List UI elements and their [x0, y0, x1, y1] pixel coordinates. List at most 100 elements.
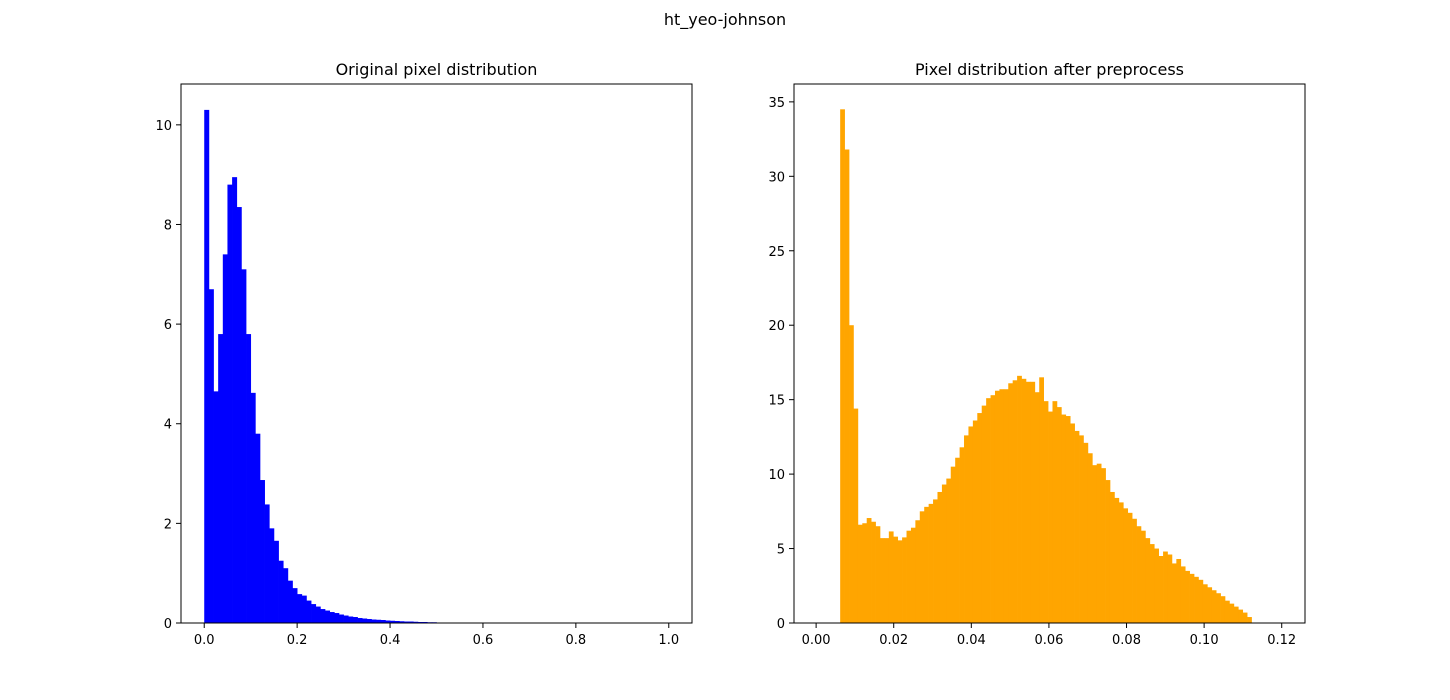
histogram-bar: [968, 426, 974, 623]
histogram-bar: [366, 619, 372, 623]
axes-title: Original pixel distribution: [336, 60, 538, 79]
y-tick-label: 20: [768, 319, 785, 334]
histogram-bar: [915, 520, 921, 623]
histogram-bar: [348, 616, 354, 623]
histogram-bar: [1123, 508, 1129, 623]
histogram-bar: [222, 254, 228, 623]
histogram-bar: [933, 499, 938, 623]
histogram-bar: [227, 184, 233, 623]
histogram-original: 0.0 0.2 0.4 0.6 0.8 1.0 0 2 4 6 8 10 Original pixel …: [155, 60, 693, 648]
histogram-bar: [866, 518, 872, 623]
histogram-bar: [1052, 401, 1058, 623]
histogram-bar: [1092, 465, 1098, 623]
histogram-bar: [1021, 378, 1027, 623]
histogram-bar: [1114, 497, 1120, 623]
histogram-bar: [1034, 392, 1040, 623]
histogram-bar: [1025, 381, 1031, 623]
histogram-bar: [403, 621, 409, 623]
histogram-bar: [1043, 401, 1049, 623]
histogram-bar: [946, 478, 952, 623]
histogram-bar: [893, 536, 899, 623]
histogram-bar: [1096, 463, 1102, 623]
histogram-bar: [278, 560, 284, 623]
histogram-bar: [1140, 530, 1146, 623]
histogram-bar: [1079, 435, 1084, 623]
histogram-bar: [1242, 612, 1248, 623]
histogram-bar: [853, 408, 859, 623]
histogram-bar: [857, 524, 863, 623]
histogram-bar: [338, 614, 344, 623]
histogram-bar: [906, 530, 912, 623]
histogram-bar: [287, 580, 293, 623]
x-tick-label: 0.4: [380, 633, 401, 648]
histogram-bar: [273, 540, 279, 623]
histogram-bar: [986, 398, 991, 623]
histogram-bar: [297, 594, 303, 623]
histogram-bar: [1167, 554, 1173, 623]
histogram-bar: [204, 109, 210, 623]
histogram-bar: [1003, 389, 1009, 623]
y-tick-label: 4: [164, 418, 172, 433]
x-tick-label: 0.0: [194, 633, 215, 648]
histogram-bar: [236, 207, 242, 624]
y-tick-label: 10: [768, 468, 785, 483]
histogram-bar: [972, 420, 978, 623]
histogram-bar: [241, 269, 247, 623]
histogram-bar: [981, 405, 987, 623]
histogram-bar: [977, 413, 983, 623]
histogram-bar: [990, 395, 996, 623]
x-tick-label: 0.00: [802, 633, 831, 648]
histogram-bar: [1070, 423, 1075, 623]
histogram-bar: [283, 568, 289, 623]
histogram-bar: [385, 620, 391, 623]
histogram-bar: [1017, 375, 1022, 623]
histogram-bar: [1220, 596, 1226, 623]
y-tick-label: 30: [768, 170, 785, 185]
histogram-bar: [1065, 416, 1071, 623]
x-tick-label: 0.08: [1112, 633, 1141, 648]
histogram-bar: [959, 447, 965, 623]
axes-title: Pixel distribution after preprocess: [915, 60, 1184, 79]
y-tick-label: 5: [777, 543, 785, 558]
y-tick-label: 0: [777, 617, 785, 632]
histogram-bar: [301, 595, 307, 623]
histogram-bar: [371, 619, 377, 623]
histogram-bar: [950, 466, 956, 623]
histogram-bar: [875, 526, 881, 623]
y-tick-label: 0: [164, 617, 172, 632]
histogram-bar: [1127, 512, 1133, 623]
histogram-bar: [1101, 468, 1106, 623]
histogram-bar: [1074, 430, 1080, 623]
histogram-bar: [1216, 593, 1221, 623]
histogram-bar: [941, 484, 947, 623]
histogram-bar: [218, 334, 224, 623]
x-tick-label: 0.06: [1034, 633, 1063, 648]
histogram-bar: [1039, 377, 1044, 623]
y-tick-label: 8: [164, 218, 172, 233]
y-tick-label: 15: [768, 394, 785, 409]
histogram-bar: [999, 389, 1005, 623]
histogram-bar: [844, 149, 850, 623]
histogram-bar: [269, 528, 275, 623]
histogram-bar: [394, 621, 400, 623]
histogram-bar: [879, 538, 885, 623]
histogram-bar: [1087, 453, 1093, 623]
histogram-bar: [1229, 603, 1235, 623]
histogram-bar: [994, 390, 1000, 623]
x-tick-label: 0.10: [1190, 633, 1219, 648]
histogram-bar: [1136, 526, 1142, 623]
histogram-bar: [357, 618, 363, 623]
histogram-bar: [862, 523, 868, 623]
histogram-bar: [362, 618, 368, 623]
histogram-bar: [1176, 558, 1182, 623]
histogram-bar: [1198, 579, 1204, 623]
histogram-bar: [232, 177, 238, 623]
histogram-bar: [1149, 544, 1155, 623]
histogram-bar: [399, 621, 405, 623]
histogram-bar: [325, 610, 331, 623]
histogram-bar: [884, 538, 890, 623]
x-tick-label: 0.12: [1267, 633, 1296, 648]
histogram-bar: [255, 433, 261, 623]
figure-suptitle: ht_yeo-johnson: [663, 10, 787, 29]
histogram-bar: [352, 617, 358, 623]
